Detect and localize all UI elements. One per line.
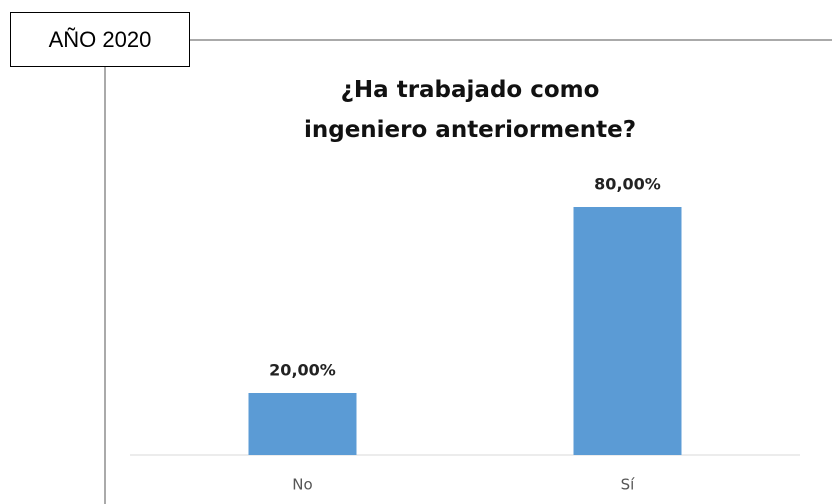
x-tick-label: No [292, 476, 312, 494]
data-label: 80,00% [594, 175, 661, 194]
chart-title: ¿Ha trabajado como ingeniero anteriormen… [303, 77, 637, 143]
data-label: 20,00% [269, 361, 336, 380]
bar [248, 393, 357, 455]
x-tick-label: Sí [621, 476, 636, 494]
year-tag: AÑO 2020 [10, 12, 190, 67]
bar [573, 207, 682, 455]
